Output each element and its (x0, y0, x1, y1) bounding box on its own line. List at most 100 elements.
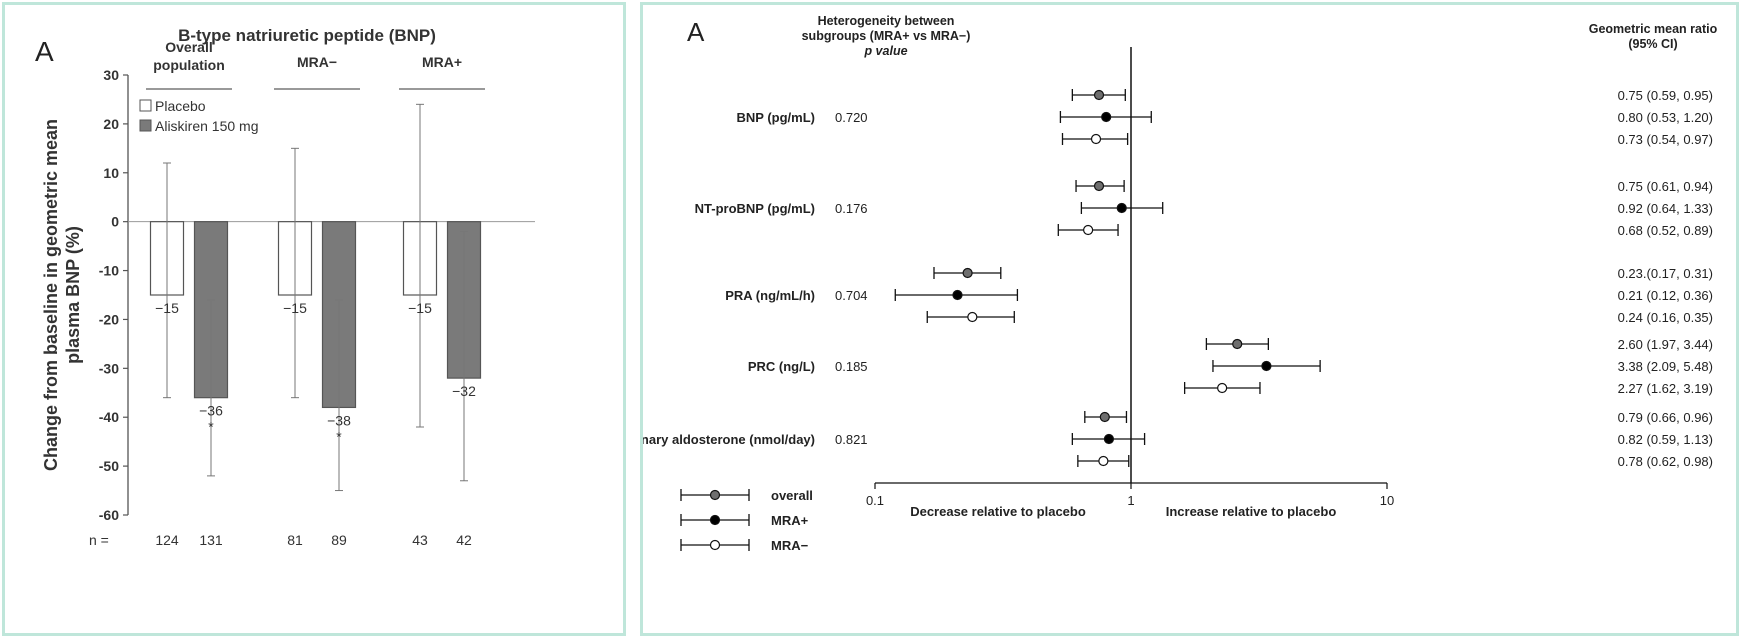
row-label: PRC (ng/L) (748, 359, 815, 374)
x-tick-label: 1 (1127, 493, 1134, 508)
ratio-value: 2.60 (1.97, 3.44) (1618, 337, 1713, 352)
group-label: MRA+ (422, 54, 462, 70)
ratio-value: 0.73 (0.54, 0.97) (1618, 132, 1713, 147)
estimate-point (967, 311, 978, 323)
ratio-value: 0.24 (0.16, 0.35) (1618, 310, 1713, 325)
legend-swatch (139, 119, 152, 132)
heterogeneity-header: subgroups (MRA+ vs MRA−) (802, 29, 971, 43)
estimate-point (1093, 180, 1105, 192)
row-label: PRA (ng/mL/h) (725, 288, 815, 303)
ratio-value: 0.75 (0.61, 0.94) (1618, 179, 1713, 194)
p-value: 0.176 (835, 201, 868, 216)
ratio-value: 2.27 (1.62, 3.19) (1618, 381, 1713, 396)
p-value: 0.720 (835, 110, 868, 125)
n-value: 89 (331, 532, 347, 548)
legend: overall MRA+ MRA− (680, 488, 813, 553)
ratio-value: 0.82 (0.59, 1.13) (1618, 432, 1713, 447)
estimate-point (1116, 202, 1127, 214)
estimate-point (1093, 89, 1105, 101)
group-label: Overall (165, 39, 212, 55)
y-tick-label: -60 (99, 507, 119, 523)
row-label: NT-proBNP (pg/mL) (695, 201, 815, 216)
y-tick-label: 30 (103, 67, 119, 83)
legend-swatch (139, 99, 152, 112)
data-label: −36 (199, 403, 223, 419)
n-value: 131 (199, 532, 223, 548)
legend: Placebo Aliskiren 150 mg (139, 98, 259, 134)
chart-title: B-type natriuretic peptide (BNP) (178, 26, 436, 45)
ratio-value: 0.23.(0.17, 0.31) (1618, 266, 1713, 281)
y-tick-label: -10 (99, 263, 119, 279)
y-tick-label: -30 (99, 360, 119, 376)
estimate-point (1217, 382, 1228, 394)
x-tick-label: 0.1 (866, 493, 884, 508)
y-tick-label: 20 (103, 116, 119, 132)
data-label: −15 (283, 300, 307, 316)
legend-marker (709, 539, 721, 551)
estimate-point (1098, 455, 1109, 467)
row-label: BNP (pg/mL) (737, 110, 815, 125)
y-tick-label: -50 (99, 458, 119, 474)
ratio-value: 0.92 (0.64, 1.33) (1618, 201, 1713, 216)
estimate-point (1232, 338, 1243, 350)
n-value: 81 (287, 532, 303, 548)
estimate-point (1083, 224, 1094, 236)
y-axis-label: Change from baseline in geometric mean pl… (41, 119, 83, 471)
legend-label: Aliskiren 150 mg (155, 118, 259, 134)
ratio-value: 0.21 (0.12, 0.36) (1618, 288, 1713, 303)
ratio-header: (95% CI) (1628, 37, 1677, 51)
estimate-point (1103, 433, 1115, 445)
y-axis-label-line: plasma BNP (%) (63, 226, 83, 364)
significance-star: * (208, 419, 214, 435)
n-value: 43 (412, 532, 428, 548)
ratio-value: 0.79 (0.66, 0.96) (1618, 410, 1713, 425)
group-label: population (153, 57, 225, 73)
legend-label: MRA− (771, 538, 809, 553)
ratio-value: 0.80 (0.53, 1.20) (1618, 110, 1713, 125)
heterogeneity-header: p value (863, 44, 907, 58)
panel-letter: A (35, 36, 54, 67)
y-tick-label: 0 (111, 214, 119, 230)
bar-chart: A B-type natriuretic peptide (BNP) Change … (35, 26, 535, 548)
bar-chart-panel: A B-type natriuretic peptide (BNP) Change … (2, 2, 626, 636)
legend-marker (709, 514, 721, 526)
estimate-point (1099, 411, 1110, 423)
n-value: 42 (456, 532, 472, 548)
legend-marker (709, 489, 721, 501)
group-label: MRA− (297, 54, 337, 70)
legend-label: Placebo (155, 98, 206, 114)
ratio-value: 0.78 (0.62, 0.98) (1618, 454, 1713, 469)
data-label: −32 (452, 383, 476, 399)
estimate-point (1090, 133, 1102, 145)
data-label: −15 (408, 300, 432, 316)
forest-plot-panel: A Heterogeneity between subgroups (MRA+ vs… (640, 2, 1739, 636)
ratio-value: 0.75 (0.59, 0.95) (1618, 88, 1713, 103)
y-axis-label-line: Change from baseline in geometric mean (41, 119, 61, 471)
heterogeneity-header: Heterogeneity between (818, 14, 955, 28)
y-tick-label: -40 (99, 409, 119, 425)
ratio-value: 0.68 (0.52, 0.89) (1618, 223, 1713, 238)
n-label: n = (89, 532, 109, 548)
row-label: Urinary aldosterone (nmol/day) (643, 432, 815, 447)
x-annotation-right: Increase relative to placebo (1166, 504, 1337, 519)
data-label: −38 (327, 412, 351, 428)
x-annotation-left: Decrease relative to placebo (910, 504, 1086, 519)
estimate-point (1261, 360, 1272, 372)
p-value: 0.821 (835, 432, 868, 447)
estimate-point (952, 289, 963, 301)
y-tick-label: 10 (103, 165, 119, 181)
p-value: 0.185 (835, 359, 868, 374)
legend-label: MRA+ (771, 513, 809, 528)
estimate-point (1101, 111, 1112, 123)
significance-star: * (336, 428, 342, 444)
panel-letter: A (687, 17, 705, 47)
legend-label: overall (771, 488, 813, 503)
n-value: 124 (155, 532, 179, 548)
ratio-value: 3.38 (2.09, 5.48) (1618, 359, 1713, 374)
p-value: 0.704 (835, 288, 868, 303)
estimate-point (962, 267, 973, 279)
data-label: −15 (155, 300, 179, 316)
y-tick-label: -20 (99, 311, 119, 327)
x-tick-label: 10 (1380, 493, 1394, 508)
